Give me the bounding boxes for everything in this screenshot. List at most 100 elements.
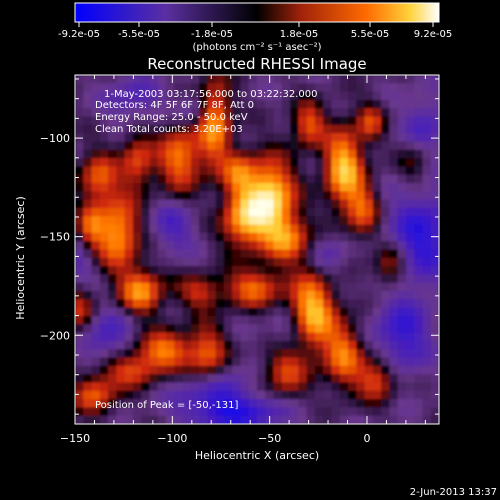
heatmap-cell [422,99,432,109]
heatmap-cell [132,141,142,151]
heatmap-cell [422,75,432,84]
heatmap-cell [108,399,117,408]
heatmap-cell [199,99,208,109]
heatmap-cell [389,183,399,192]
heatmap-cell [116,407,126,417]
heatmap-cell [306,199,316,209]
heatmap-cell [290,374,299,384]
heatmap-cell [397,149,407,159]
heatmap-cell [124,266,134,276]
heatmap-cell [364,141,374,151]
heatmap-cell [298,390,308,400]
heatmap-cell [75,108,84,118]
heatmap-cell [348,75,357,84]
heatmap-cell [83,91,93,101]
heatmap-cell [166,75,175,84]
heatmap-cell [323,407,333,417]
heatmap-cell [75,224,84,234]
heatmap-cell [124,274,134,284]
heatmap-cell [190,232,200,242]
heatmap-cell [339,274,349,284]
heatmap-cell [339,124,349,134]
heatmap-cell [207,399,217,408]
heatmap-cell [397,183,407,192]
heatmap-cell [405,116,415,126]
heatmap-cell [273,407,283,417]
heatmap-cell [215,116,225,126]
heatmap-cell [339,141,349,151]
heatmap-cell [364,191,374,201]
heatmap-cell [157,349,167,359]
heatmap-cell [207,282,217,292]
heatmap-cell [364,99,374,109]
heatmap-cell [265,274,275,284]
heatmap-cell [273,324,283,334]
heatmap-image [75,75,439,424]
heatmap-cell [306,158,316,168]
heatmap-cell [116,399,126,408]
heatmap-cell [157,141,167,151]
heatmap-cell [323,249,333,259]
heatmap-cell [124,390,134,400]
heatmap-cell [348,407,357,417]
heatmap-cell [83,374,93,384]
heatmap-cell [257,399,266,408]
heatmap-cell [91,357,101,367]
heatmap-cell [422,382,432,392]
heatmap-cell [331,141,341,151]
heatmap-cell [207,99,217,109]
heatmap-cell [381,407,390,417]
heatmap-cell [199,91,208,101]
heatmap-cell [124,357,134,367]
heatmap-cell [174,75,184,84]
heatmap-cell [414,91,424,101]
heatmap-cell [116,141,126,151]
heatmap-cell [298,149,308,159]
heatmap-cell [257,241,266,251]
heatmap-cell [91,124,101,134]
heatmap-cell [348,307,357,317]
heatmap-cell [149,232,159,242]
heatmap-cell [364,83,374,93]
heatmap-cell [132,224,142,234]
heatmap-cell [182,91,192,101]
heatmap-cell [83,224,93,234]
heatmap-cell [149,349,159,359]
heatmap-cell [132,407,142,417]
heatmap-cell [199,174,208,184]
heatmap-cell [199,332,208,342]
heatmap-cell [182,415,192,424]
heatmap-cell [99,340,109,350]
heatmap-cell [141,315,151,325]
heatmap-cell [405,340,415,350]
heatmap-cell [331,324,341,334]
heatmap-cell [405,274,415,284]
heatmap-cell [248,340,258,350]
heatmap-cell [207,83,217,93]
heatmap-cell [364,415,374,424]
heatmap-cell [174,365,184,375]
heatmap-cell [99,199,109,209]
heatmap-cell [149,224,159,234]
heatmap-cell [339,133,349,143]
heatmap-cell [240,332,250,342]
heatmap-cell [405,349,415,359]
heatmap-cell [91,183,101,192]
heatmap-cell [91,199,101,209]
heatmap-cell [364,357,374,367]
heatmap-cell [381,216,390,226]
heatmap-cell [232,199,242,209]
heatmap-cell [248,299,258,309]
heatmap-cell [248,216,258,226]
heatmap-cell [75,116,84,126]
heatmap-cell [91,332,101,342]
heatmap-cell [75,141,84,151]
heatmap-cell [174,232,184,242]
heatmap-cell [414,340,424,350]
heatmap-cell [190,266,200,276]
heatmap-cell [414,315,424,325]
heatmap-cell [132,191,142,201]
heatmap-cell [381,83,390,93]
heatmap-cell [422,241,432,251]
heatmap-cell [381,124,390,134]
